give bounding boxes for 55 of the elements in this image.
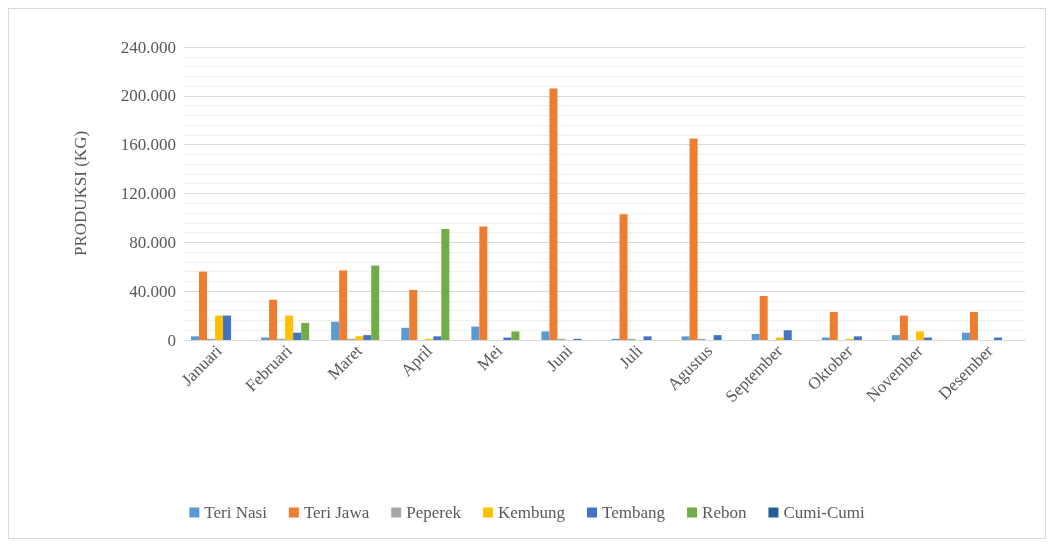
bar [401, 327, 410, 340]
bar [829, 311, 838, 340]
bar [783, 330, 792, 340]
bar [541, 331, 550, 340]
x-tick-label: Juli [615, 341, 647, 373]
legend-label: Rebon [702, 503, 747, 522]
x-tick-label: Juni [542, 341, 577, 375]
bar [199, 271, 208, 340]
bar [713, 335, 722, 340]
bar [191, 336, 200, 340]
bar [433, 336, 442, 340]
bar [681, 336, 690, 340]
bar [441, 228, 450, 340]
bar [915, 331, 924, 340]
bar [285, 315, 294, 340]
y-tick-label: 200.000 [120, 86, 176, 106]
bar [269, 299, 278, 340]
bar [511, 331, 520, 340]
y-tick-label: 40.000 [129, 281, 176, 301]
y-tick-label: 0 [167, 330, 176, 350]
legend-label: Peperek [406, 503, 462, 522]
bar [751, 333, 760, 340]
bar [961, 332, 970, 340]
bar [223, 315, 232, 340]
bar [215, 315, 224, 340]
y-tick-label: 240.000 [120, 37, 176, 57]
bar [331, 321, 340, 340]
bar [363, 335, 372, 340]
bar [371, 265, 380, 340]
bar [355, 336, 364, 340]
legend-label: Kembung [497, 503, 566, 522]
legend-label: Teri Jawa [303, 503, 370, 522]
bar [339, 270, 348, 340]
bar [891, 335, 900, 340]
y-tick-label: 120.000 [120, 184, 176, 203]
bar [643, 336, 652, 340]
legend-label: Cumi-Cumi [783, 503, 865, 522]
x-tick-label: Mei [473, 341, 507, 375]
bar [293, 332, 302, 340]
y-tick-label: 80.000 [129, 232, 176, 252]
bar [969, 311, 978, 340]
bar [301, 322, 310, 340]
legend-label: Teri Nasi [204, 503, 268, 522]
bar [479, 226, 488, 340]
bar [619, 214, 628, 340]
bar [549, 88, 558, 340]
bar [759, 296, 768, 340]
bar [899, 315, 908, 340]
y-axis-title: PRODUKSI (KG) [71, 130, 90, 257]
bar [689, 138, 698, 340]
bar [471, 326, 480, 340]
bar [409, 289, 418, 340]
bar [853, 336, 862, 340]
y-tick-label: 160.000 [120, 135, 176, 155]
legend-label: Tembang [602, 503, 666, 522]
